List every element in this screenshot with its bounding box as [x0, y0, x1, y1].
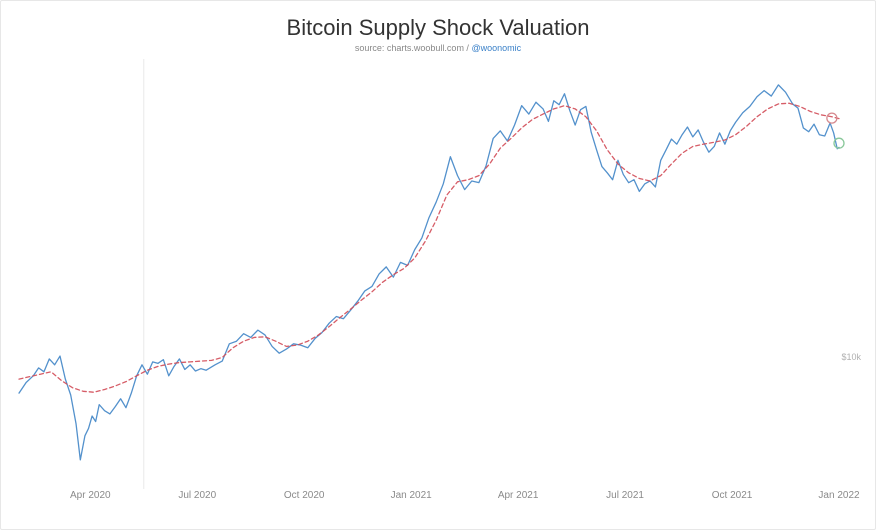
- x-tick-label: Jul 2020: [178, 490, 216, 501]
- chart-subtitle-text: source: charts.woobull.com /: [355, 43, 472, 53]
- x-tick-label: Oct 2020: [284, 490, 325, 501]
- chart-title: Bitcoin Supply Shock Valuation: [1, 15, 875, 41]
- y-axis-right: $10k: [839, 59, 869, 489]
- x-axis: Apr 2020 Jul 2020 Oct 2020 Jan 2021 Apr 2021…: [19, 487, 839, 507]
- series-supply-shock-model: [19, 103, 839, 392]
- chart-subtitle-link[interactable]: @woonomic: [471, 43, 521, 53]
- series-price: [19, 85, 839, 460]
- x-tick-label: Jan 2021: [391, 490, 432, 501]
- chart-subtitle: source: charts.woobull.com / @woonomic: [1, 43, 875, 53]
- x-tick-label: Apr 2020: [70, 490, 111, 501]
- plot-area: [19, 59, 839, 489]
- x-tick-label: Apr 2021: [498, 490, 539, 501]
- x-tick-label: Jan 2022: [818, 490, 859, 501]
- x-tick-label: Jul 2021: [606, 490, 644, 501]
- chart-frame: Bitcoin Supply Shock Valuation source: c…: [0, 0, 876, 530]
- y-tick-label: $10k: [841, 352, 861, 362]
- x-tick-label: Oct 2021: [712, 490, 753, 501]
- chart-svg: [19, 59, 839, 489]
